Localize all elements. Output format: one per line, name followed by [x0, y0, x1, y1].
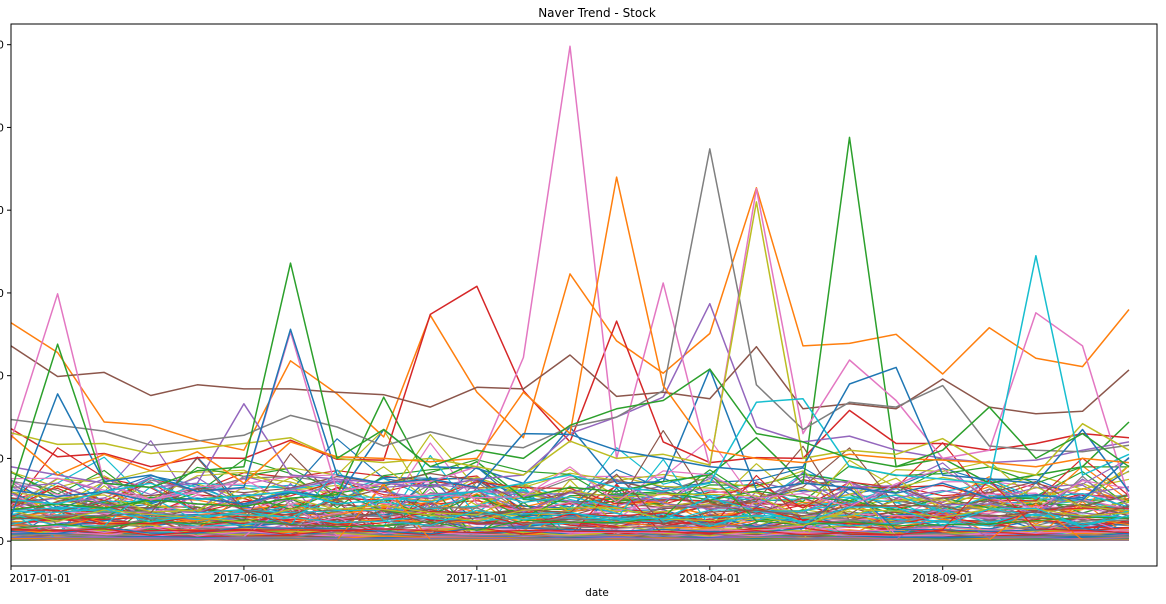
series-line	[10, 148, 1130, 453]
y-tick-label: 3000	[0, 288, 4, 300]
x-tick-label: 2017-11-01	[446, 573, 507, 585]
x-axis-label: date	[585, 587, 609, 599]
series-line	[10, 187, 1130, 451]
series-line-bg	[10, 507, 1130, 527]
series-line-bg	[10, 466, 1130, 510]
series-line	[10, 136, 1130, 511]
y-tick-label: 6000	[0, 40, 4, 52]
y-tick-label: 4000	[0, 205, 4, 217]
series-line-bg	[10, 479, 1130, 536]
series-line-bg	[10, 535, 1130, 540]
y-tick-label: 1000	[0, 453, 4, 465]
x-tick-label: 2017-01-01	[9, 573, 70, 585]
series-line-bg	[10, 509, 1130, 528]
series-line-bg	[10, 438, 1130, 512]
series-line-bg	[10, 429, 1130, 509]
x-axis: 2017-01-01 2017-06-01 2017-11-01 2018-04-01…	[9, 566, 973, 585]
series-line-bg	[10, 486, 1130, 518]
series-line-bg	[10, 538, 1130, 541]
x-tick-label: 2017-06-01	[213, 573, 274, 585]
x-tick-label: 2018-09-01	[912, 573, 973, 585]
series-line	[10, 201, 1130, 476]
y-tick-label: 2000	[0, 371, 4, 383]
series-line	[10, 328, 1130, 517]
y-axis: 0 1000 2000 3000 4000 5000 6000	[0, 40, 11, 548]
chart-title: Naver Trend - Stock	[538, 6, 656, 20]
series-line	[10, 176, 1130, 485]
series-line	[10, 254, 1130, 505]
series-line	[10, 262, 1130, 492]
series-line-bg	[10, 476, 1130, 514]
series-line	[10, 285, 1130, 468]
y-tick-label: 0	[0, 536, 4, 548]
plot-lines	[10, 45, 1130, 542]
series-line-bg	[10, 517, 1130, 535]
x-tick-label: 2018-04-01	[679, 573, 740, 585]
series-line-bg	[10, 513, 1130, 529]
series-line	[10, 345, 1130, 415]
series-line-bg	[10, 473, 1130, 531]
plot-frame	[10, 23, 1158, 567]
series-line-bg	[10, 509, 1130, 540]
series-line-bg	[10, 506, 1130, 527]
y-tick-label: 5000	[0, 122, 4, 134]
